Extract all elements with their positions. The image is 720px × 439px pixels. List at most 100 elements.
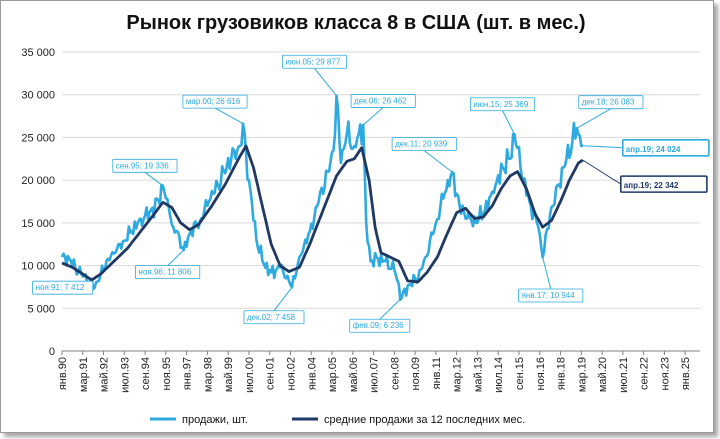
label-box [32,280,94,295]
leader-line [423,150,453,173]
x-tick-label: мар.05 [327,357,339,392]
series-lines [60,94,584,301]
leader-line [582,159,622,185]
data-label: апр.19; 22 342 [582,159,708,193]
data-label-text: дек.06; 26 462 [354,96,407,105]
x-tick-label: июл.14 [493,357,505,393]
x-tick-label: янв.18 [556,357,568,390]
label-box [350,94,416,108]
x-tick-label: май.99 [223,357,235,392]
data-label: дек.02; 7 458 [243,286,305,325]
x-tick-label: янв.25 [680,357,692,390]
x-tick-label: янв.90 [57,357,69,390]
leader-line [214,107,244,125]
leader-line [542,257,552,290]
data-label: ноя.96; 11 806 [135,249,201,280]
data-label-text: ноя.96; 11 806 [139,268,192,277]
x-tick-label: июл.00 [244,357,256,393]
data-label: апр.19; 24 024 [582,138,710,157]
chart-title: Рынок грузовиков класса 8 в США (шт. в м… [126,12,585,34]
legend-label: средние продажи за 12 последних мес. [324,414,525,426]
chart-frame [0,0,714,433]
data-label: дек.06; 26 462 [350,94,416,126]
data-label-text: июн.05; 29 877 [285,57,340,66]
avg-line [61,144,584,284]
leader-line [362,107,384,126]
x-tick-label: сен.08 [389,357,401,390]
x-tick-label: сен.22 [639,357,651,390]
x-tick-label: май.92 [99,357,111,392]
x-tick-label: мар.98 [202,357,214,392]
data-label-text: мар.00; 26 616 [186,97,241,106]
data-label: ноя.91; 7 412 [32,280,95,295]
legend: продажи, шт. средние продажи за 12 послед… [150,414,525,426]
leader-line [144,171,164,187]
label-box [621,138,710,157]
y-tick-label: 35 000 [21,47,55,59]
data-label-text: апр.19; 22 342 [624,181,679,190]
y-tick-label: 10 000 [21,261,55,273]
y-tick-label: 25 000 [21,132,55,144]
x-axis: янв.90 мар.91 май.92 июл.93 сен.94 ноя.95 янв.… [57,351,692,393]
x-tick-label: май.13 [472,357,484,392]
label-box [619,175,708,193]
data-label-text: ноя.91; 7 412 [36,283,85,292]
x-tick-label: ноя.16 [535,357,547,390]
label-box [578,95,644,110]
leader-line [502,110,515,135]
data-label: июн.05; 29 877 [281,54,348,97]
leader-line [167,249,185,267]
y-tick-label: 30 000 [21,90,55,102]
label-box [135,265,201,280]
x-tick-label: ноя.02 [285,357,297,390]
legend-label: продажи, шт. [182,414,248,426]
label-box [518,288,584,303]
x-tick-label: сен.15 [514,357,526,390]
x-tick-label: сен.94 [140,357,152,390]
x-tick-label: май.06 [348,357,360,392]
x-tick-label: янв.97 [182,357,194,390]
label-box [391,137,457,152]
x-tick-label: июл.93 [119,357,131,393]
annotations: ноя.91; 7 412 сен.95; 19 336 ноя.96; 11 80… [32,54,710,333]
data-label: дек.18; 26 083 [576,95,644,129]
data-label-text: фев.09; 6 236 [353,321,404,330]
label-box [281,54,348,69]
x-tick-label: ноя.95 [161,357,173,390]
data-label-text: апр.19; 24 024 [626,145,681,154]
leader-line [379,297,403,320]
x-tick-label: янв.04 [306,357,318,390]
x-tick-label: мар.12 [452,357,464,392]
y-tick-label: 0 [49,346,55,358]
leader-line [582,145,623,149]
leader-line [576,108,612,129]
label-box [470,97,536,112]
data-label: фев.09; 6 236 [349,297,411,333]
x-tick-label: ноя.09 [410,357,422,390]
x-tick-label: июл.21 [618,357,630,393]
x-tick-label: сен.01 [265,357,277,390]
y-tick-label: 20 000 [21,175,55,187]
data-label-text: сен.95; 19 336 [116,161,169,170]
data-label: сен.95; 19 336 [112,158,178,187]
data-label-text: янв.17; 10 944 [522,291,576,300]
leader-line [273,286,293,312]
x-tick-label: мар.19 [576,357,588,392]
y-tick-label: 5 000 [27,303,55,315]
y-axis: 0 5 000 10 000 15 000 20 000 25 000 30 000 35 0… [21,47,700,358]
data-label-text: июн.15; 25 369 [473,100,528,109]
label-box [112,158,178,173]
x-tick-label: мар.91 [78,357,90,392]
leader-line [314,67,337,97]
x-tick-label: янв.11 [431,357,443,389]
label-box [182,94,248,109]
data-label-text: дек.02; 7 458 [247,313,296,322]
sales-line [60,94,583,301]
x-tick-label: ноя.23 [659,357,671,390]
label-box [243,310,305,325]
x-tick-label: май.20 [597,357,609,392]
data-label-text: дек.18; 26 083 [582,98,635,107]
data-label: янв.17; 10 944 [518,257,584,303]
y-tick-label: 15 000 [21,218,55,230]
